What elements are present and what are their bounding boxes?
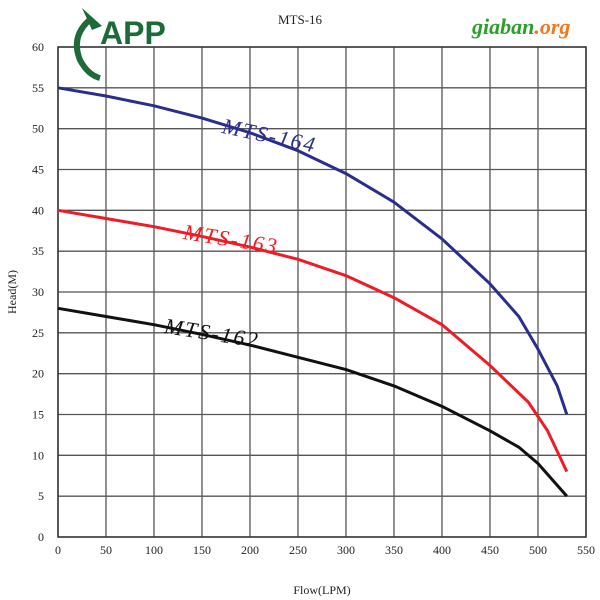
series-line-mts-162 xyxy=(57,306,568,498)
x-tick-label: 250 xyxy=(289,543,307,557)
series-line-mts-163 xyxy=(57,208,569,473)
x-tick-label: 550 xyxy=(577,543,595,557)
series-label: MTS-162 xyxy=(162,313,262,353)
x-tick-label: 300 xyxy=(337,543,355,557)
y-tick-label: 40 xyxy=(32,203,44,217)
x-tick-label: 0 xyxy=(55,543,61,557)
y-tick-label: 30 xyxy=(32,285,44,299)
x-tick-label: 100 xyxy=(145,543,163,557)
x-tick-label: 150 xyxy=(193,543,211,557)
y-tick-label: 45 xyxy=(32,163,44,177)
x-tick-label: 400 xyxy=(433,543,451,557)
series-lines xyxy=(57,86,569,498)
x-tick-label: 200 xyxy=(241,543,259,557)
y-tick-label: 5 xyxy=(38,489,44,503)
x-tick-label: 350 xyxy=(385,543,403,557)
y-tick-label: 25 xyxy=(32,326,44,340)
y-tick-label: 35 xyxy=(32,244,44,258)
y-axis-label: Head(M) xyxy=(5,270,19,314)
watermark-suffix: .org xyxy=(534,14,570,39)
series-line-mts-164 xyxy=(57,86,569,415)
y-tick-label: 55 xyxy=(32,81,44,95)
plot-frame xyxy=(57,46,587,538)
chart-title: MTS-16 xyxy=(278,12,323,27)
series-label: MTS-163 xyxy=(181,219,281,259)
watermark: giaban.org xyxy=(471,14,570,39)
x-tick-label: 50 xyxy=(100,543,112,557)
app-logo: APP xyxy=(74,8,166,81)
y-tick-label: 50 xyxy=(32,122,44,136)
y-tick-label: 10 xyxy=(32,448,44,462)
x-tick-label: 500 xyxy=(529,543,547,557)
svg-text:giaban.org: giaban.org xyxy=(471,14,570,39)
y-tick-label: 0 xyxy=(38,530,44,544)
y-tick-label: 15 xyxy=(32,408,44,422)
y-tick-label: 20 xyxy=(32,367,44,381)
grid: 0 50 100 150 200 250 300 350 400 450 500 550 0 5 10 15 2… xyxy=(32,40,595,557)
y-tick-label: 60 xyxy=(32,40,44,54)
series-label: MTS-164 xyxy=(219,113,319,158)
x-tick-label: 450 xyxy=(481,543,499,557)
watermark-main: giaban xyxy=(471,14,534,39)
series-labels: MTS-164 MTS-163 MTS-162 xyxy=(162,113,319,353)
logo-text: APP xyxy=(100,15,166,51)
x-axis-label: Flow(LPM) xyxy=(293,583,350,597)
